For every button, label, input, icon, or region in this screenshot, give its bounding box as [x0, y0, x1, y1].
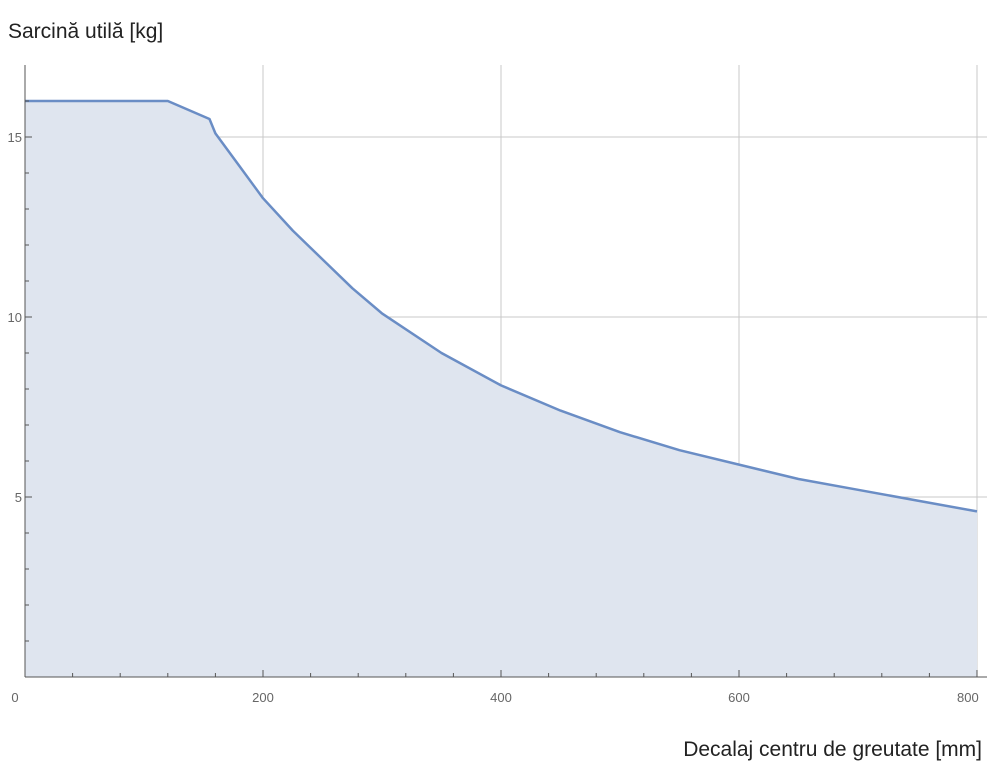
y-tick-label: 15: [8, 130, 22, 145]
x-tick-label: 200: [252, 690, 274, 705]
x-tick-label: 800: [957, 690, 979, 705]
x-tick-label: 600: [728, 690, 750, 705]
y-tick-label: 5: [15, 490, 22, 505]
x-tick-label: 400: [490, 690, 512, 705]
y-axis-label: Sarcină utilă [kg]: [8, 20, 163, 43]
x-tick-label: 0: [11, 690, 18, 705]
y-tick-label: 10: [8, 310, 22, 325]
x-axis-label: Decalaj centru de greutate [mm]: [683, 738, 982, 761]
